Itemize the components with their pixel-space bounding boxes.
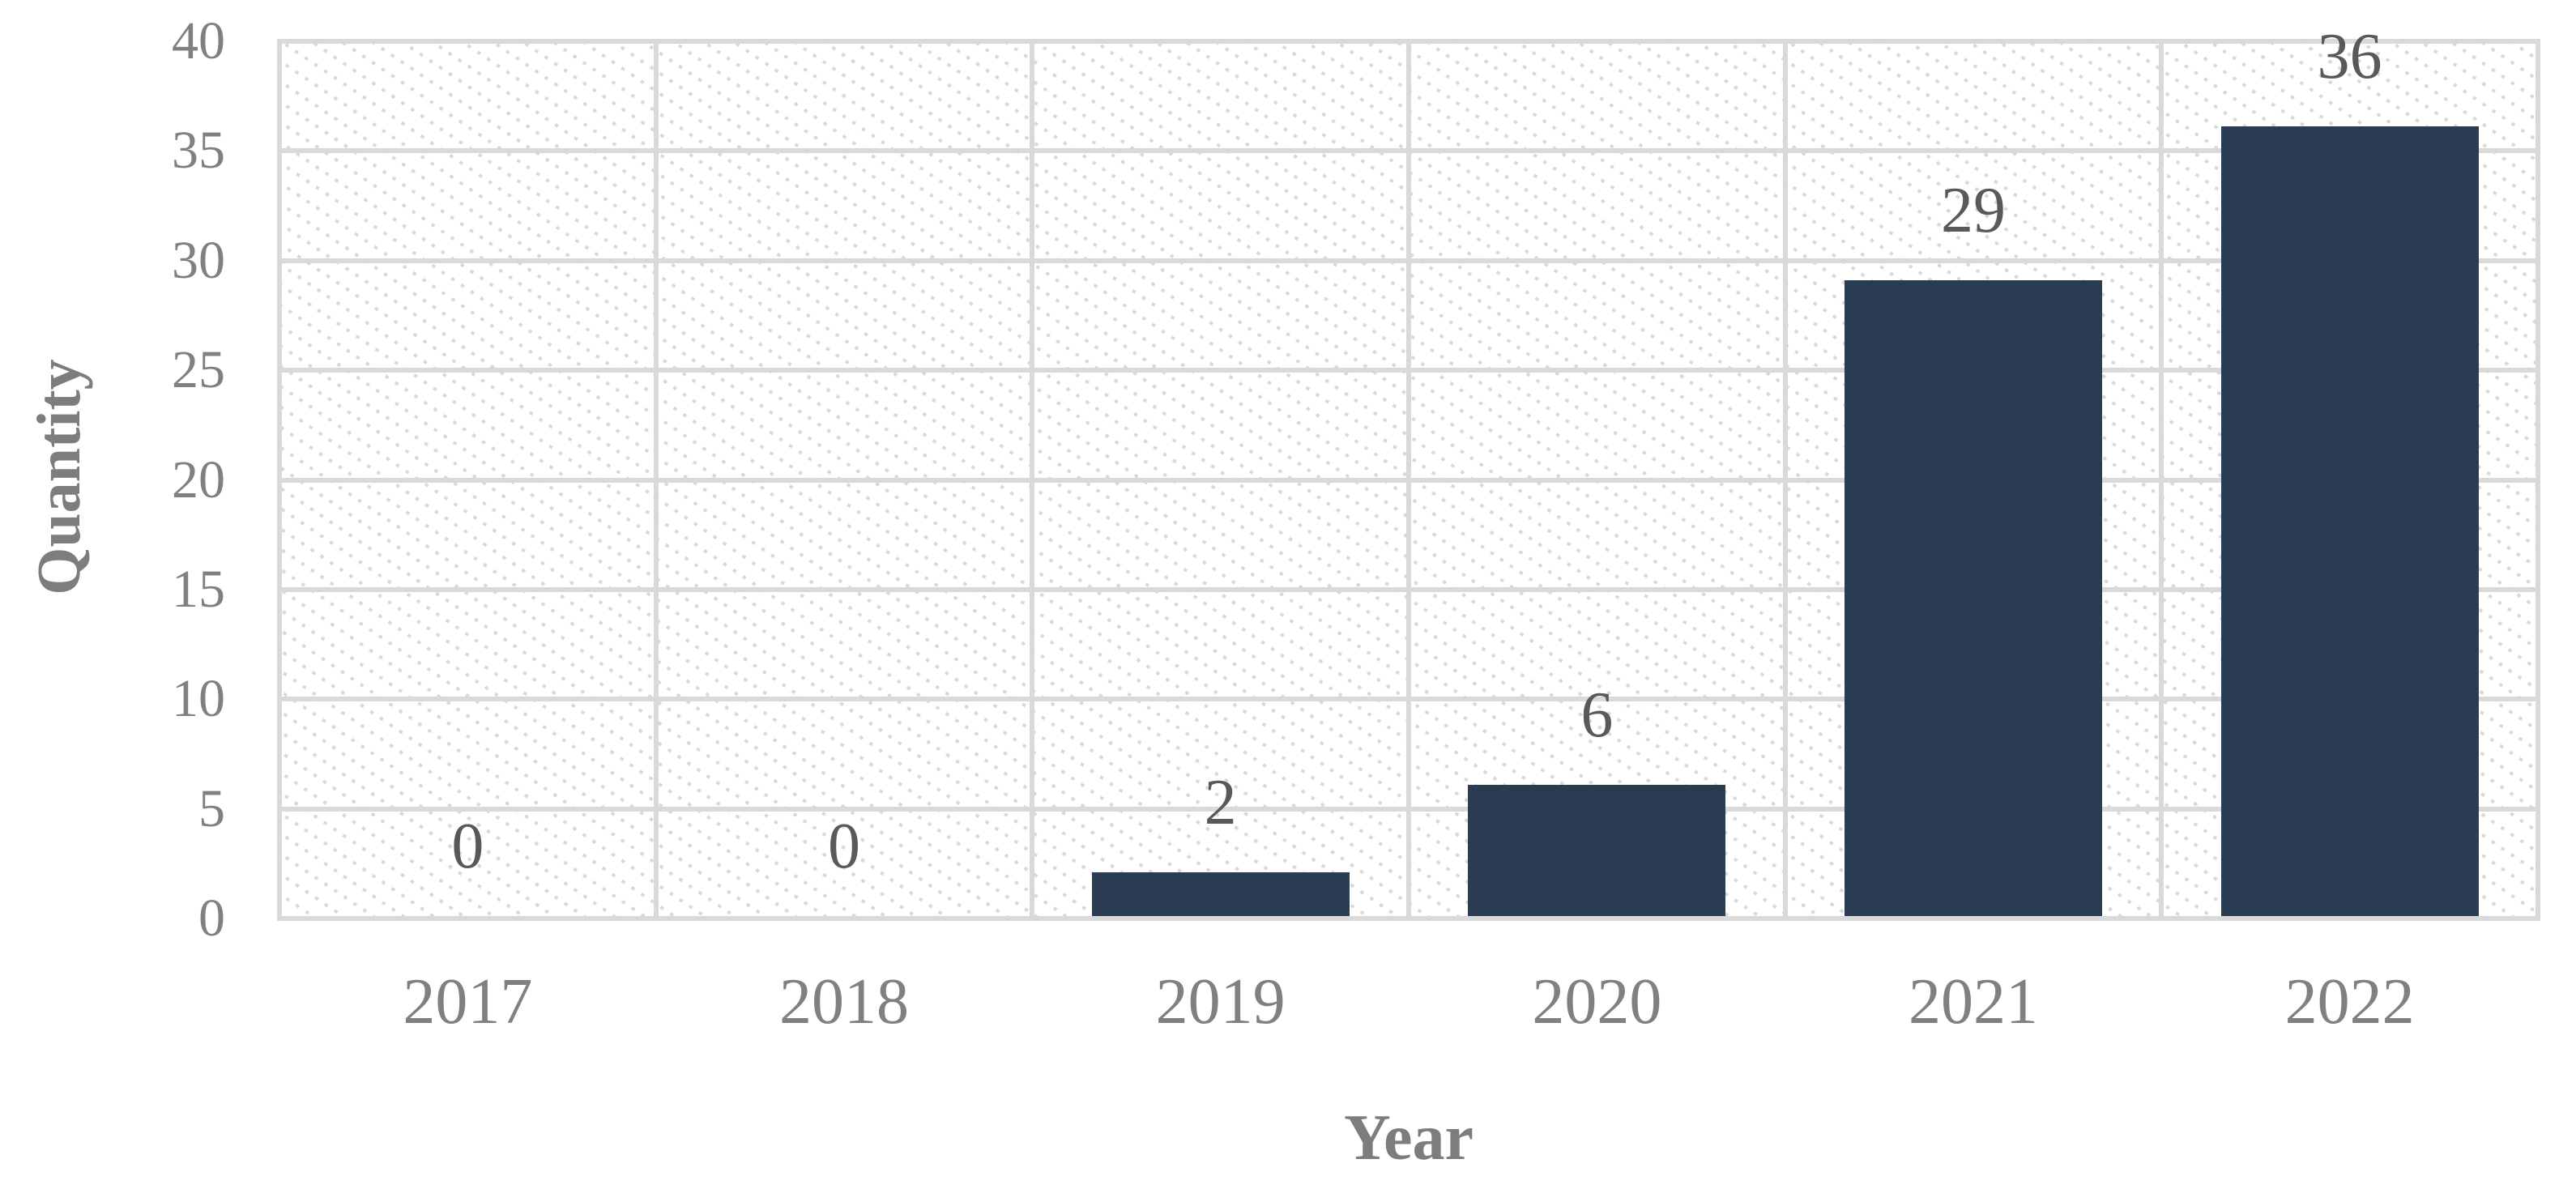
- y-tick-label: 15: [172, 559, 225, 619]
- bar-2019: [1091, 872, 1350, 916]
- x-tick-label: 2022: [2284, 966, 2415, 1038]
- vertical-gridline: [1782, 39, 1788, 921]
- x-tick-label: 2021: [1909, 966, 2038, 1038]
- y-tick-label: 10: [172, 669, 225, 729]
- y-tick-label: 35: [172, 121, 225, 181]
- y-tick-label: 20: [172, 450, 225, 509]
- vertical-gridline: [1030, 39, 1035, 921]
- x-tick-label: 2020: [1532, 966, 1662, 1038]
- y-tick-label: 5: [198, 778, 225, 838]
- x-tick-label: 2019: [1155, 966, 1286, 1038]
- x-tick-label: 2017: [403, 966, 533, 1038]
- data-label: 0: [451, 811, 484, 882]
- bar-2020: [1468, 785, 1726, 916]
- bar-2022: [2220, 126, 2479, 916]
- vertical-gridline: [2159, 39, 2164, 921]
- y-tick-label: 30: [172, 230, 225, 290]
- y-tick-label: 0: [198, 889, 225, 948]
- vertical-gridline: [2535, 39, 2540, 921]
- x-tick-label: 2018: [779, 966, 909, 1038]
- data-label: 0: [828, 811, 860, 882]
- y-tick-label: 25: [172, 340, 225, 400]
- y-axis-title: Quantity: [25, 359, 93, 595]
- data-label: 36: [2317, 21, 2382, 92]
- data-label: 6: [1580, 680, 1614, 751]
- bar-2021: [1845, 280, 2102, 916]
- y-tick-label: 40: [172, 11, 225, 70]
- vertical-gridline: [277, 39, 282, 921]
- data-label: 29: [1941, 175, 2006, 246]
- x-axis-title: Year: [1344, 1102, 1474, 1174]
- data-label: 2: [1204, 767, 1237, 838]
- vertical-gridline: [1406, 39, 1411, 921]
- vertical-gridline: [653, 39, 659, 921]
